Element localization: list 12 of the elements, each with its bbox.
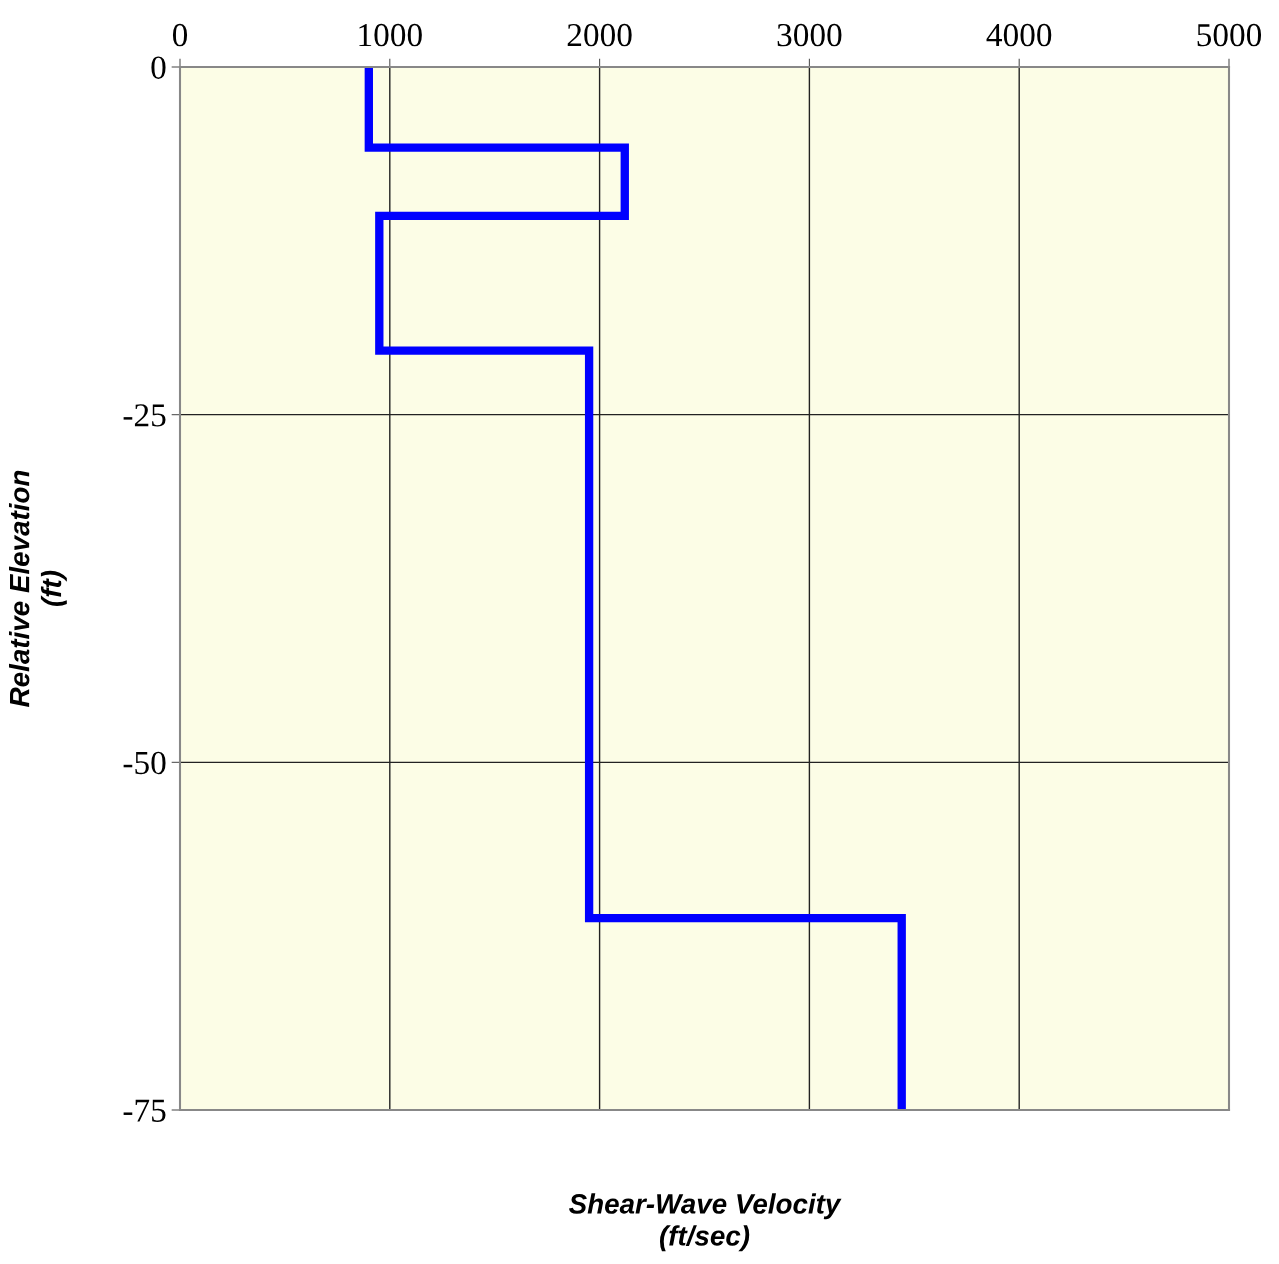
- y-axis-title: Relative Elevation (ft): [8, 470, 67, 707]
- x-tick-label: 1000: [359, 23, 422, 47]
- x-tick-label: 5000: [1197, 23, 1262, 47]
- y-tick-label: -75: [123, 1099, 166, 1122]
- x-tick-label: 3000: [777, 23, 842, 47]
- y-tick-label: 0: [151, 56, 166, 79]
- y-tick-label: -25: [123, 404, 166, 427]
- x-tick-label: 0: [172, 23, 188, 47]
- x-axis-title: Shear-Wave Velocity (ft/sec): [568, 1193, 842, 1252]
- x-tick-label: 4000: [986, 23, 1052, 47]
- x-tick-label: 2000: [567, 23, 632, 47]
- y-tick-label: -50: [123, 751, 166, 775]
